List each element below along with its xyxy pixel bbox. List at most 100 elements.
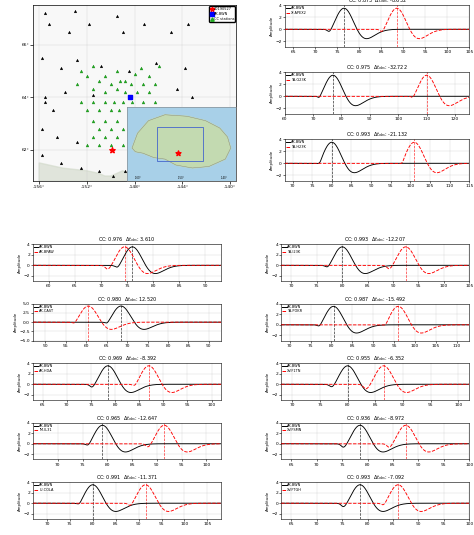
- Point: [73, 80, 81, 88]
- Point: [137, 117, 145, 125]
- Polygon shape: [39, 163, 230, 181]
- Point: [125, 106, 133, 114]
- Point: [119, 140, 127, 149]
- Point: [73, 137, 81, 146]
- Point: [77, 164, 85, 172]
- Title: CC: 0.873  $\Delta t_{obs}$: -8.632: CC: 0.873 $\Delta t_{obs}$: -8.632: [347, 0, 406, 5]
- Legend: AK.BWN, TA.I23K: AK.BWN, TA.I23K: [282, 245, 302, 254]
- Point: [125, 117, 133, 125]
- Y-axis label: Amplitude: Amplitude: [18, 372, 22, 392]
- Point: [89, 85, 97, 94]
- Point: [113, 132, 120, 141]
- Title: CC: 0.965  $\Delta t_{obs}$: -12.647: CC: 0.965 $\Delta t_{obs}$: -12.647: [96, 414, 158, 423]
- Point: [145, 88, 153, 96]
- Title: CC: 0.993  $\Delta t_{obs}$: -7.092: CC: 0.993 $\Delta t_{obs}$: -7.092: [346, 473, 405, 482]
- Legend: AK.BWN, AK.BPAW: AK.BWN, AK.BPAW: [34, 245, 55, 254]
- Y-axis label: Amplitude: Amplitude: [266, 253, 270, 273]
- Point: [101, 132, 109, 141]
- Point: [89, 132, 97, 141]
- Point: [89, 98, 97, 107]
- Title: CC: 0.969  $\Delta t_{obs}$: -8.392: CC: 0.969 $\Delta t_{obs}$: -8.392: [98, 354, 156, 363]
- Point: [89, 90, 97, 99]
- Point: [119, 27, 127, 36]
- Point: [131, 125, 138, 133]
- Point: [73, 56, 81, 65]
- Y-axis label: Amplitude: Amplitude: [266, 372, 270, 392]
- Point: [125, 132, 133, 141]
- Y-axis label: Amplitude: Amplitude: [266, 491, 270, 510]
- Point: [65, 27, 73, 36]
- Point: [185, 19, 192, 28]
- Point: [119, 125, 127, 133]
- Point: [173, 85, 180, 94]
- Point: [110, 98, 118, 107]
- Point: [41, 98, 49, 107]
- Point: [155, 62, 163, 70]
- Point: [38, 54, 46, 62]
- Point: [117, 77, 124, 86]
- Point: [149, 169, 156, 178]
- Y-axis label: Amplitude: Amplitude: [270, 150, 273, 170]
- Point: [107, 140, 115, 149]
- Title: CC: 0.976  $\Delta t_{obs}$: 3.610: CC: 0.976 $\Delta t_{obs}$: 3.610: [99, 235, 156, 244]
- Point: [139, 98, 147, 107]
- Point: [89, 117, 97, 125]
- Point: [107, 80, 115, 88]
- Point: [197, 172, 204, 180]
- Point: [95, 125, 103, 133]
- Point: [145, 72, 153, 81]
- Point: [113, 67, 120, 75]
- Title: CC: 0.993  $\Delta t_{obs}$: -12.207: CC: 0.993 $\Delta t_{obs}$: -12.207: [345, 235, 406, 244]
- Legend: AK.BWN, TA.POKR: AK.BWN, TA.POKR: [282, 304, 303, 314]
- Point: [41, 9, 49, 18]
- Point: [101, 88, 109, 96]
- Title: CC: 0.936  $\Delta t_{obs}$: -8.972: CC: 0.936 $\Delta t_{obs}$: -8.972: [346, 414, 405, 423]
- Point: [139, 80, 147, 88]
- Legend: AK.BWN, XV.FTGH: AK.BWN, XV.FTGH: [282, 483, 302, 492]
- Y-axis label: Amplitude: Amplitude: [18, 431, 22, 451]
- Point: [185, 166, 192, 175]
- Point: [188, 93, 196, 102]
- Point: [83, 140, 91, 149]
- Y-axis label: Amplitude: Amplitude: [270, 83, 273, 103]
- Point: [153, 59, 160, 67]
- Y-axis label: Amplitude: Amplitude: [14, 312, 18, 332]
- Point: [209, 172, 216, 180]
- Point: [131, 140, 138, 149]
- Point: [128, 80, 135, 88]
- Legend: AK.BWN, IM.IL31: AK.BWN, IM.IL31: [34, 424, 54, 433]
- Point: [95, 106, 103, 114]
- Point: [53, 132, 61, 141]
- Point: [62, 88, 69, 96]
- Point: [126, 93, 134, 102]
- Point: [185, 129, 192, 138]
- Point: [101, 72, 109, 81]
- Point: [98, 62, 105, 70]
- Point: [151, 80, 159, 88]
- Point: [89, 62, 97, 70]
- Point: [71, 6, 79, 15]
- Point: [45, 19, 53, 28]
- Point: [173, 172, 180, 180]
- Point: [101, 98, 109, 107]
- Point: [143, 140, 150, 149]
- Y-axis label: Amplitude: Amplitude: [18, 253, 22, 273]
- Point: [121, 77, 129, 86]
- Point: [143, 125, 150, 133]
- Point: [113, 85, 120, 94]
- Title: CC: 0.955  $\Delta t_{obs}$: -6.352: CC: 0.955 $\Delta t_{obs}$: -6.352: [346, 354, 405, 363]
- Point: [83, 106, 91, 114]
- Legend: AK.BWN, XV.F1TN: AK.BWN, XV.F1TN: [282, 364, 302, 373]
- Title: CC: 0.993  $\Delta t_{obs}$: -21.132: CC: 0.993 $\Delta t_{obs}$: -21.132: [346, 131, 408, 140]
- Point: [128, 98, 136, 107]
- Point: [95, 140, 103, 149]
- Point: [57, 158, 64, 167]
- Y-axis label: Amplitude: Amplitude: [270, 16, 273, 36]
- Y-axis label: Amplitude: Amplitude: [266, 431, 270, 451]
- Point: [109, 172, 117, 180]
- Point: [85, 19, 93, 28]
- Point: [151, 98, 159, 107]
- Point: [125, 67, 133, 75]
- Point: [113, 117, 120, 125]
- Point: [121, 88, 129, 96]
